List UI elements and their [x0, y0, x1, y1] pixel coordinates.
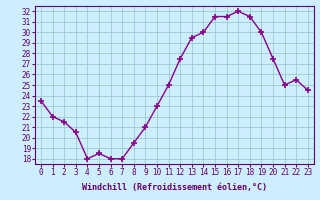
X-axis label: Windchill (Refroidissement éolien,°C): Windchill (Refroidissement éolien,°C) [82, 183, 267, 192]
